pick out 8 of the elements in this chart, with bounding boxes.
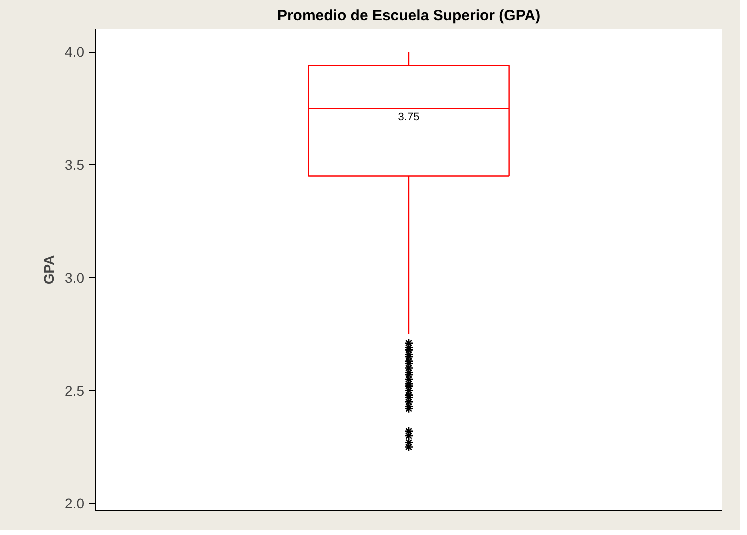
y-tick-label: 2.0	[65, 496, 85, 512]
y-tick-label: 4.0	[65, 44, 85, 60]
y-tick-label: 3.0	[65, 270, 85, 286]
y-tick-label: 2.5	[65, 382, 85, 399]
y-axis-title: GPA	[41, 255, 58, 285]
y-tick-label: 3.5	[65, 156, 85, 173]
annotation: 3.75	[398, 112, 420, 124]
chart-title: Promedio de Escuela Superior (GPA)	[277, 8, 541, 24]
